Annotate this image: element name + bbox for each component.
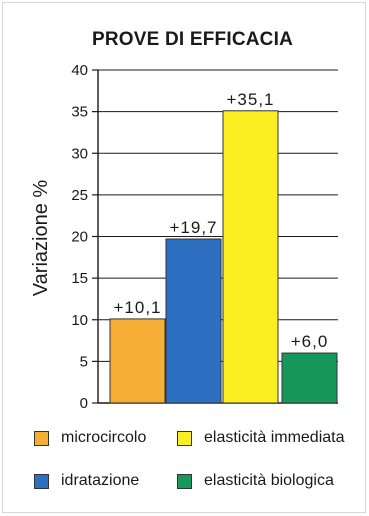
bar-elasticita-immediata xyxy=(222,110,279,404)
legend-label-idratazione: idratazione xyxy=(61,472,140,489)
legend-item-elasticita-biologica: elasticità biologica xyxy=(177,470,334,492)
legend-swatch-elasticita-immediata xyxy=(177,430,192,446)
y-tick-label-0: 0 xyxy=(80,395,88,412)
data-label-idratazione: +19,7 xyxy=(169,218,217,237)
chart-title: PROVE DI EFFICACIA xyxy=(91,29,293,50)
legend-label-elasticita-immediata: elasticità immediata xyxy=(204,429,345,446)
data-label-elasticita-immediata: +35,1 xyxy=(226,90,274,109)
legend-swatch-idratazione xyxy=(34,473,49,489)
legend-item-elasticita-immediata: elasticità immediata xyxy=(177,427,345,449)
legend-label-elasticita-biologica: elasticità biologica xyxy=(204,472,334,489)
y-tick-label-15: 15 xyxy=(71,270,88,287)
bar-microcircolo xyxy=(109,318,166,404)
data-label-microcircolo: +10,1 xyxy=(113,298,161,317)
chart-frame xyxy=(2,2,366,513)
y-tick-label-5: 5 xyxy=(80,353,88,370)
y-tick-label-35: 35 xyxy=(71,104,88,121)
legend-label-microcircolo: microcircolo xyxy=(61,429,147,446)
y-tick-label-25: 25 xyxy=(71,187,88,204)
data-label-elasticita-biologica: +6,0 xyxy=(291,332,329,351)
y-tick-label-40: 40 xyxy=(71,62,88,79)
bar-elasticita-biologica xyxy=(281,352,338,404)
y-tick-label-10: 10 xyxy=(71,312,88,329)
legend-item-idratazione: idratazione xyxy=(34,470,139,492)
y-tick-label-30: 30 xyxy=(71,145,88,162)
bar-idratazione xyxy=(165,238,222,404)
legend-swatch-microcircolo xyxy=(34,430,49,446)
legend-item-microcircolo: microcircolo xyxy=(34,427,146,449)
y-tick-label-20: 20 xyxy=(71,229,88,246)
legend-swatch-elasticita-biologica xyxy=(177,473,192,489)
